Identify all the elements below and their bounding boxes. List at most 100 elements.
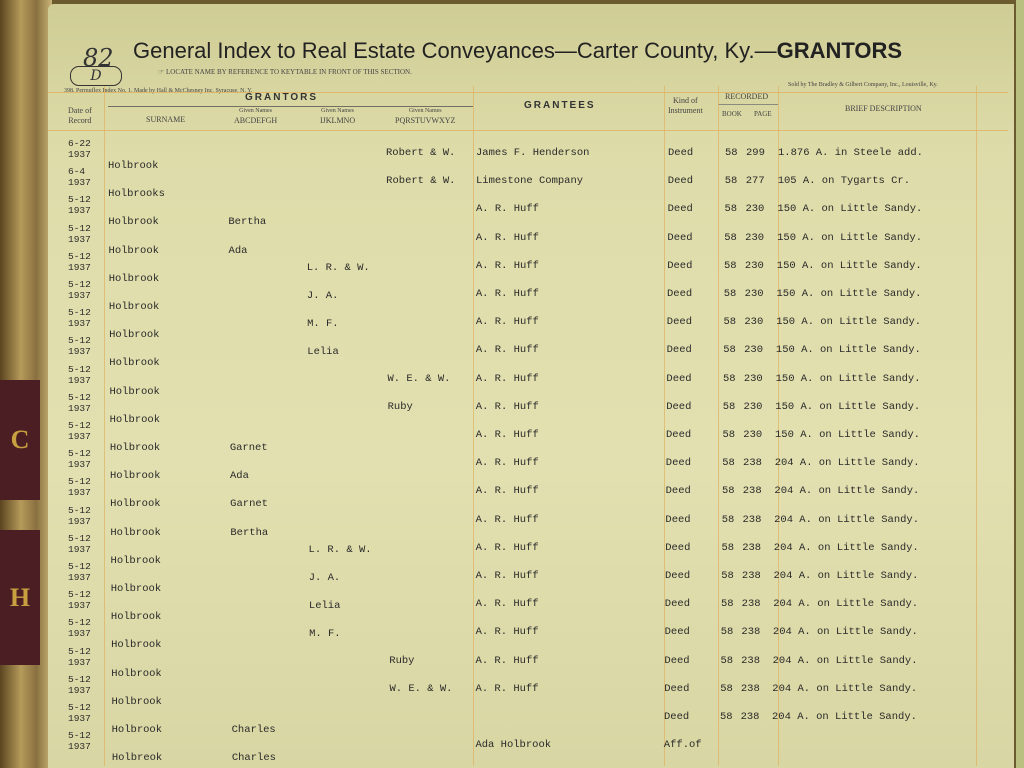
page-cell: 230 <box>745 203 765 216</box>
pz-cell: W. E. & W. <box>387 372 451 385</box>
seller-note: Sold by The Bradley & Gilbert Company, I… <box>788 82 938 88</box>
desc-cell: 150 A. on Little Sandy. <box>776 288 922 300</box>
record-date: 6-4 1937 <box>68 166 91 188</box>
ah-cell: Bertha <box>230 526 269 539</box>
pz-cell: Robert & W. <box>386 175 456 188</box>
surname-cell: Holbrook <box>109 357 160 370</box>
date-value: 5-12 <box>68 617 91 629</box>
kind-header: Kind of Instrument <box>668 96 703 116</box>
desc-cell: 105 A. on Tygarts Cr. <box>777 175 911 188</box>
surname-cell: Holbrook <box>110 470 161 483</box>
table-row: 5-12 1937 Holbrook Lelia A. R. Huff Deed 58 230… <box>48 335 988 369</box>
index-tab-h[interactable]: H <box>0 530 40 665</box>
book-cell: 58 <box>721 485 735 498</box>
page-cell: 238 <box>742 513 762 526</box>
surname-cell: Holbrook <box>111 667 162 680</box>
date-header-1: Date of <box>68 106 92 115</box>
grantors-header: GRANTORS <box>245 92 319 103</box>
surname-cell: Holbrook <box>110 611 162 624</box>
book-cell: 58 <box>719 711 733 723</box>
year-value: 1937 <box>68 346 91 358</box>
surname-cell: Holbrook <box>110 554 161 567</box>
desc-cell: 150 A. on Little Sandy. <box>777 203 923 216</box>
table-row: 5-12 1937 Holbreok Charles Ada Holbrook Aff.o… <box>48 730 988 764</box>
page-cell: 277 <box>745 175 765 188</box>
table-row: 5-12 1937 Holbrook Lelia A. R. Huff Deed 58 238… <box>48 589 988 623</box>
kind-cell: Deed <box>664 654 690 667</box>
book-cell: 58 <box>720 598 734 611</box>
kind-cell: Deed <box>666 316 693 329</box>
year-value: 1937 <box>68 402 91 414</box>
page-cell: 230 <box>744 259 764 272</box>
surname-cell: Holbrooks <box>108 188 165 201</box>
page-cell: 238 <box>740 682 760 695</box>
record-date: 5-12 1937 <box>68 335 91 357</box>
kind-header-1: Kind of <box>673 96 698 105</box>
record-date: 5-12 1937 <box>68 194 91 216</box>
desc-cell: 204 A. on Little Sandy. <box>774 485 920 498</box>
grantee-cell: A. R. Huff <box>475 400 539 413</box>
page-cell: 230 <box>744 316 764 329</box>
io-cell: J. A. <box>308 572 341 584</box>
kind-cell: Deed <box>667 175 694 188</box>
table-row: 6-22 1937 Holbrook Robert & W. James F. Hend… <box>48 138 988 172</box>
desc-cell: 204 A. on Little Sandy. <box>772 682 918 695</box>
record-date: 5-12 1937 <box>68 533 91 555</box>
page-cell: 238 <box>741 626 761 639</box>
book-cell: 58 <box>725 147 738 159</box>
desc-cell: 1.876 A. in Steele add. <box>778 147 923 159</box>
page-cell: 238 <box>742 541 762 554</box>
kind-cell: Deed <box>666 372 692 385</box>
table-row: 5-12 1937 Holbrook Bertha A. R. Huff Deed 58 23… <box>48 505 988 539</box>
record-date: 5-12 1937 <box>68 702 91 724</box>
year-value: 1937 <box>68 431 91 442</box>
record-date: 5-12 1937 <box>68 420 91 442</box>
desc-cell: 204 A. on Little Sandy. <box>773 598 919 611</box>
table-row: 5-12 1937 Holbrook J. A. A. R. Huff Deed 58 238… <box>48 561 988 595</box>
date-value: 5-12 <box>68 279 91 290</box>
record-date: 5-12 1937 <box>68 476 91 498</box>
date-value: 5-12 <box>68 391 91 403</box>
surname-cell: Holbrook <box>108 301 160 313</box>
date-value: 5-12 <box>68 673 91 685</box>
record-date: 5-12 1937 <box>68 279 91 301</box>
table-row: 5-12 1937 Holbrook Ruby A. R. Huff Deed 58 230 1… <box>48 391 988 426</box>
given-ah: ABCDEFGH <box>234 116 278 125</box>
year-value: 1937 <box>68 459 91 471</box>
desc-cell: 150 A. on Little Sandy. <box>776 259 922 272</box>
year-value: 1937 <box>68 628 91 640</box>
desc-cell: 150 A. on Little Sandy. <box>775 400 921 413</box>
record-date: 5-12 1937 <box>68 223 91 245</box>
date-value: 5-12 <box>68 645 91 657</box>
year-value: 1937 <box>68 233 91 245</box>
kind-cell: Deed <box>666 344 692 357</box>
book-cell: 58 <box>720 626 734 639</box>
page-number: 82 <box>83 44 114 72</box>
kind-cell: Deed <box>664 626 690 639</box>
kind-cell: Deed <box>668 147 694 159</box>
desc-cell: 204 A. on Little Sandy. <box>773 570 919 582</box>
record-date: 5-12 1937 <box>68 505 91 527</box>
surname-cell: Holbrook <box>109 385 160 398</box>
kind-cell: Deed <box>667 231 693 244</box>
index-tab-c[interactable]: C <box>0 380 40 500</box>
date-value: 6-22 <box>68 138 91 149</box>
book-cell: 58 <box>720 682 733 695</box>
grantee-cell: A. R. Huff <box>475 485 539 498</box>
page-letter: D <box>70 66 122 86</box>
date-value: 5-12 <box>68 504 91 516</box>
ah-cell: Charles <box>231 752 276 765</box>
book-cell: 58 <box>723 288 737 300</box>
kind-cell: Deed <box>666 400 692 413</box>
io-cell: L. R. & W. <box>308 543 372 556</box>
date-header: Date of Record <box>68 106 92 126</box>
io-cell: L. R. & W. <box>306 261 370 274</box>
date-value: 5-12 <box>68 702 91 713</box>
surname-cell: Holbrook <box>109 413 161 426</box>
given-label: Given Names <box>321 108 354 114</box>
record-date: 6-22 1937 <box>68 138 91 160</box>
book-cell: 58 <box>723 316 737 329</box>
ledger-page: 82 D General Index to Real Estate Convey… <box>48 4 1014 768</box>
given-pz-header: Given Names PQRSTUVWXYZ <box>395 107 455 125</box>
surname-cell: Holbrook <box>109 442 161 454</box>
